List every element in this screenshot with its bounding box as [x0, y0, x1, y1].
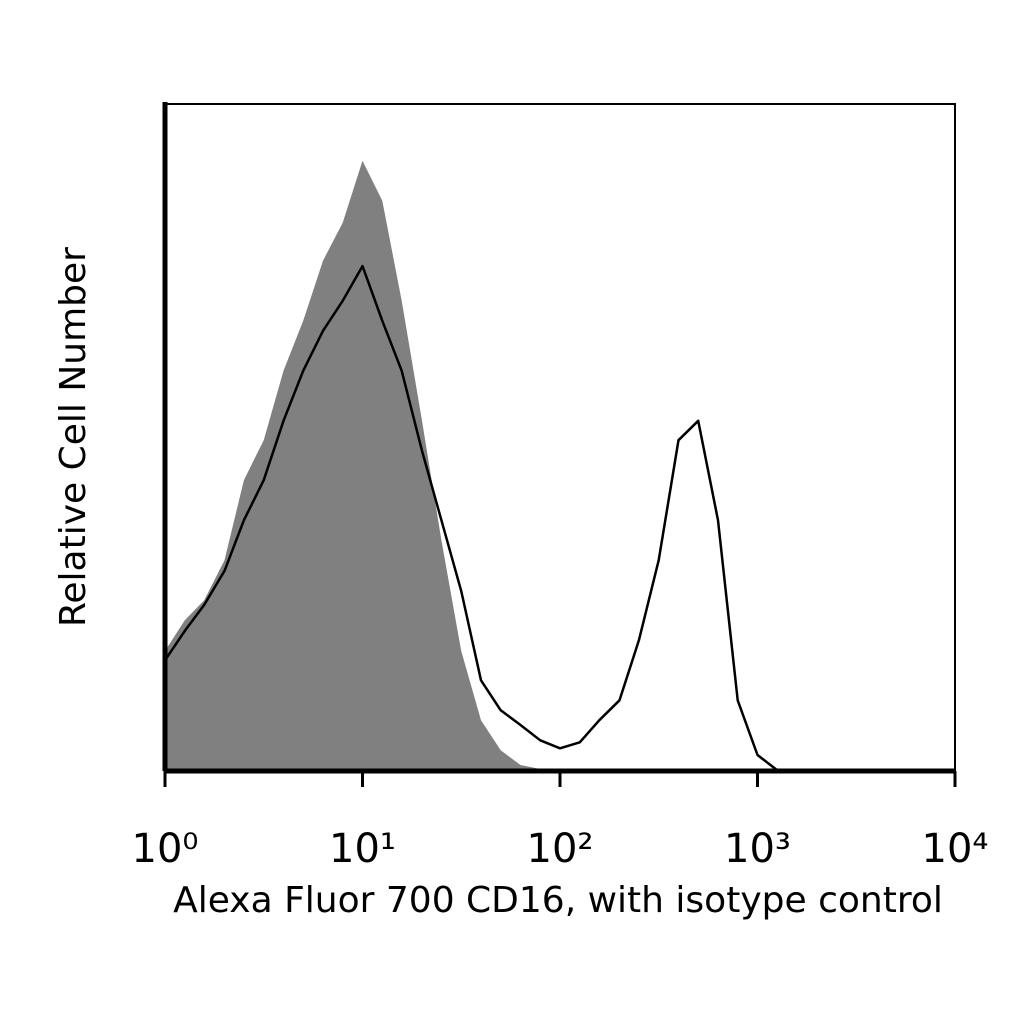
x-tick-label: 10³ [724, 826, 791, 872]
x-tick-label: 10⁰ [132, 826, 199, 872]
y-axis-title: Relative Cell Number [53, 247, 94, 627]
x-tick-label: 10⁴ [922, 826, 989, 872]
area [165, 160, 955, 771]
x-tick-label: 10¹ [329, 826, 396, 872]
x-axis-title: Alexa Fluor 700 CD16, with isotype contr… [173, 880, 943, 921]
x-tick-label: 10² [527, 826, 594, 872]
